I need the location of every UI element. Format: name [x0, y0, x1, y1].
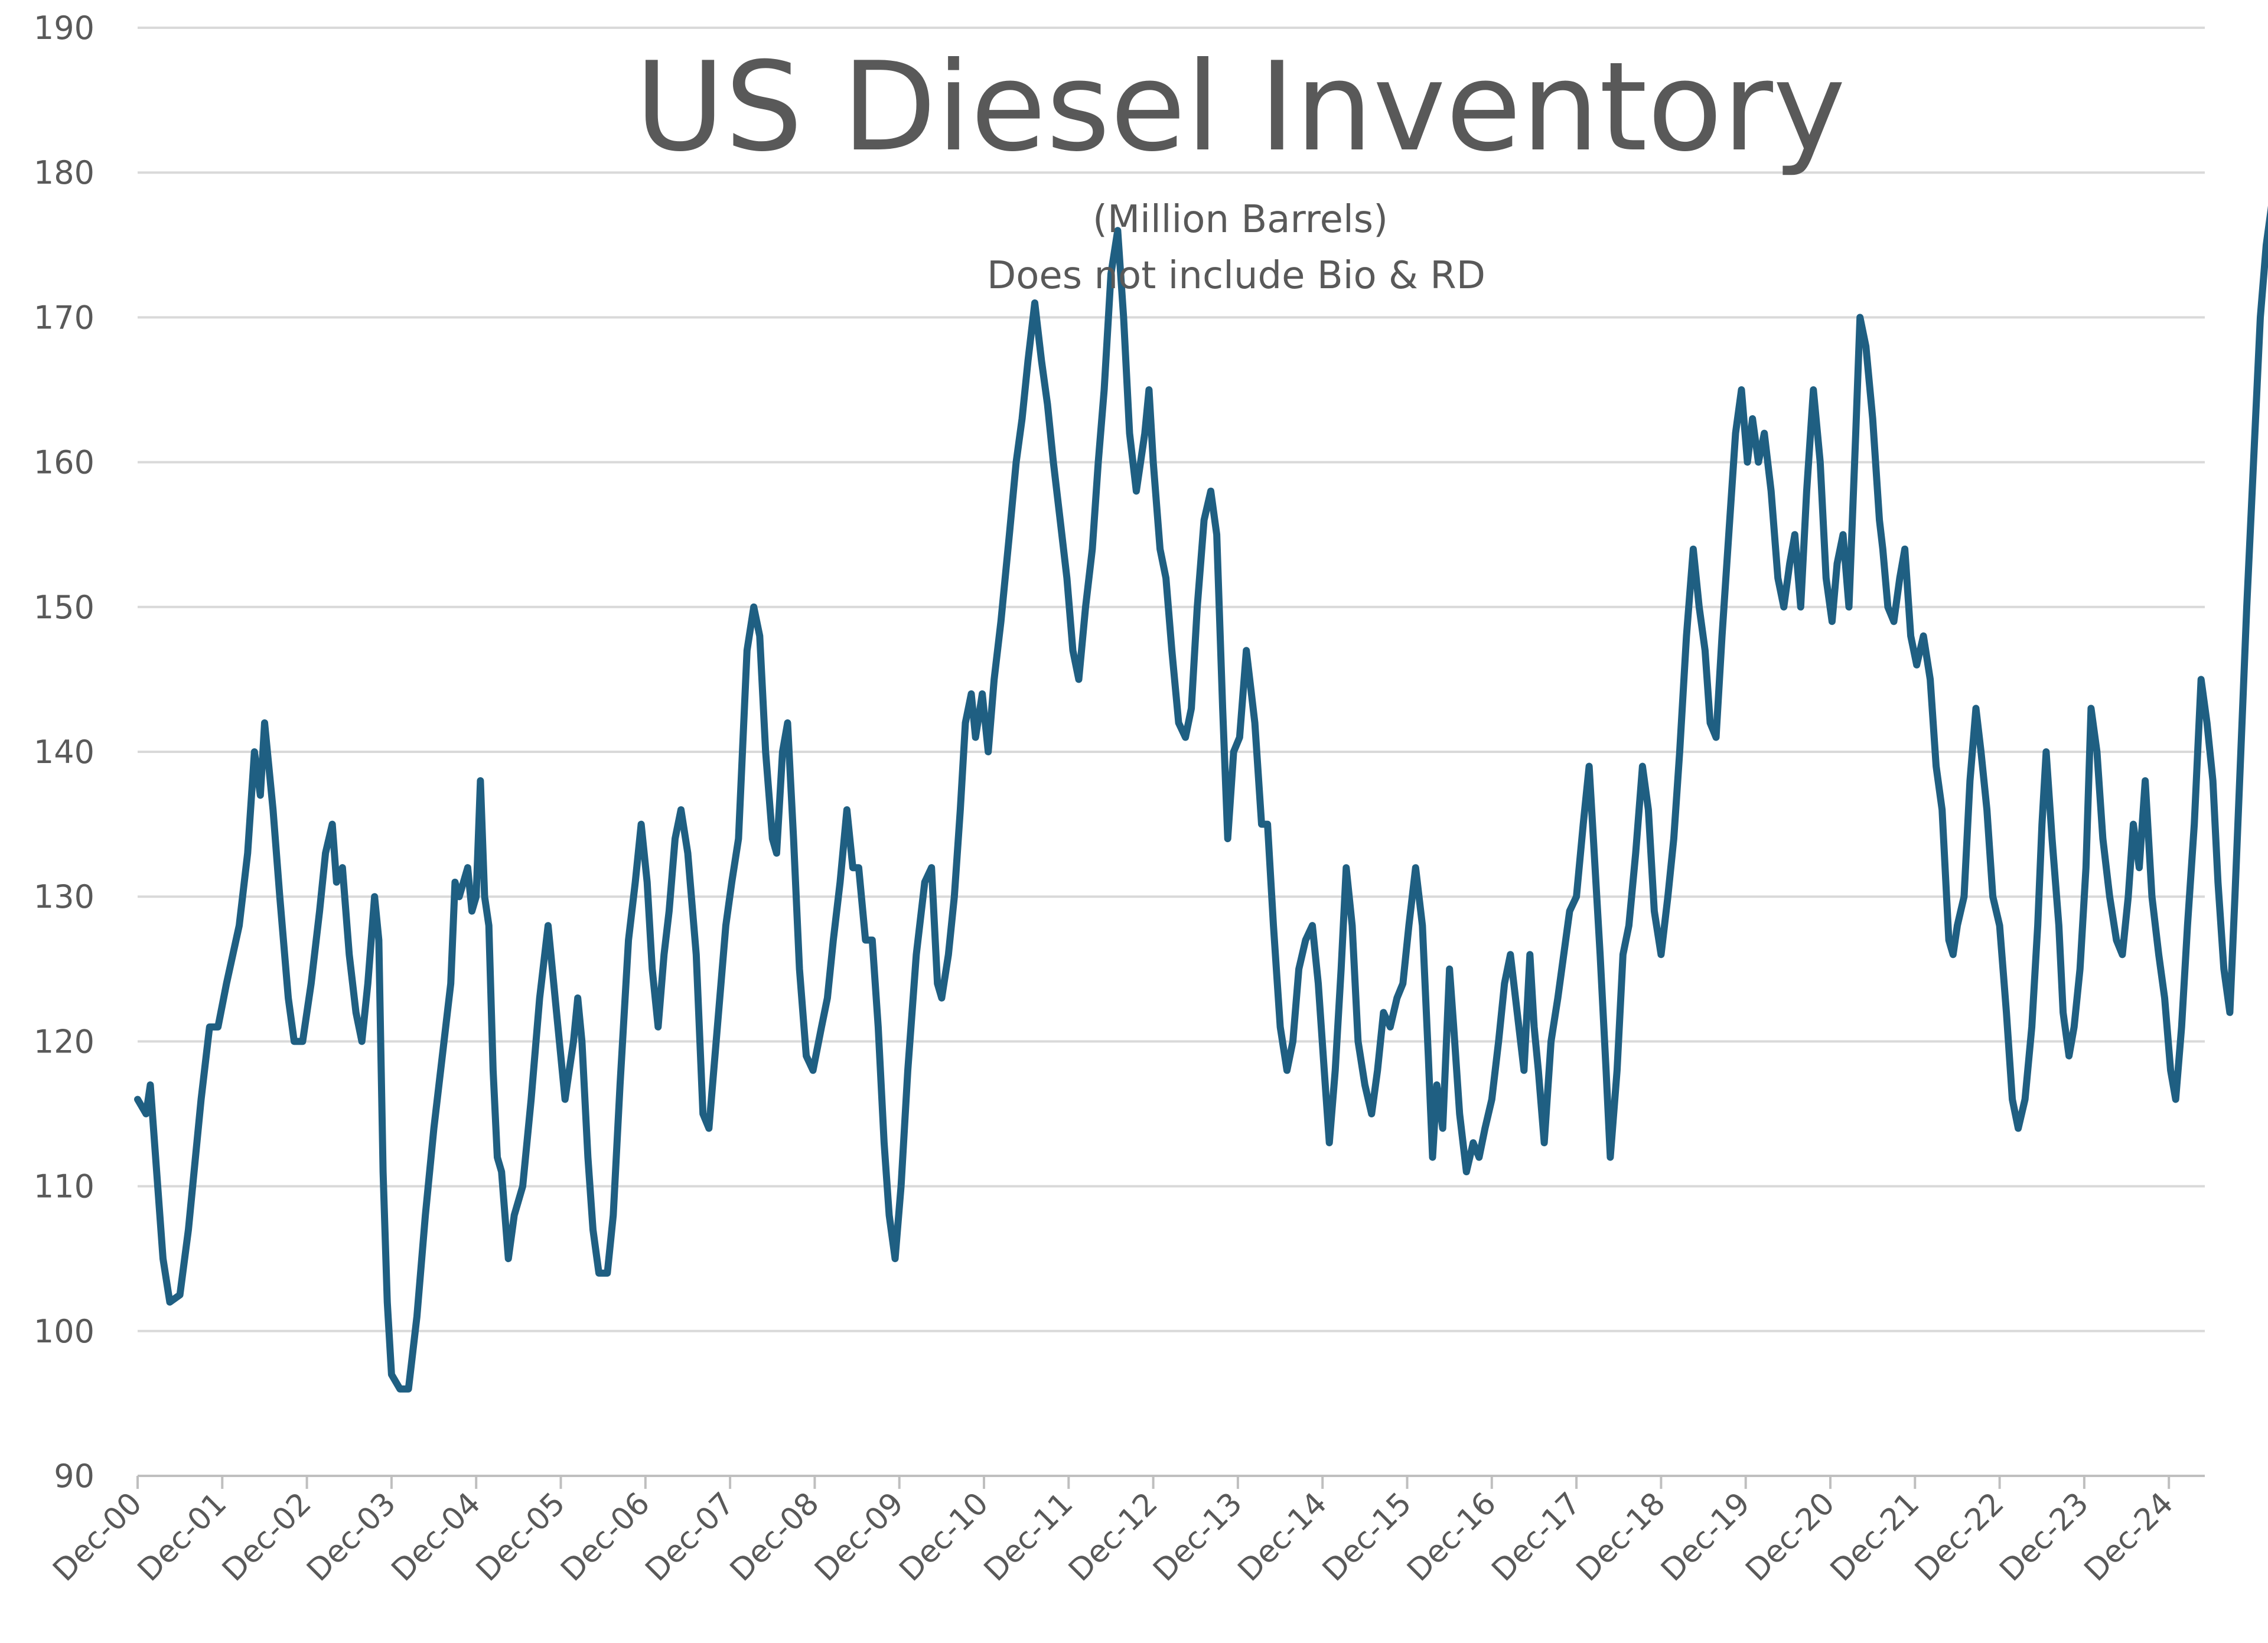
axes [136, 1475, 2205, 1489]
y-tick-label-100: 100 [34, 1313, 94, 1350]
series-line-0 [134, 206, 2268, 1393]
y-tick-label-110: 110 [34, 1168, 94, 1205]
y-tick-label-190: 190 [34, 9, 94, 47]
chart-subtitle-note: Does not include Bio & RD [987, 254, 1485, 298]
y-axis-ticks: 190 180 170 160 150 140 130 120 110 100 90 [34, 9, 94, 1495]
y-tick-label-160: 160 [34, 444, 94, 481]
y-tick-label-180: 180 [34, 154, 94, 191]
y-tick-label-130: 130 [34, 878, 94, 915]
series [134, 206, 2268, 1393]
y-tick-label-140: 140 [34, 734, 94, 771]
y-tick-label-90: 90 [54, 1458, 94, 1495]
y-tick-label-120: 120 [34, 1023, 94, 1060]
y-tick-label-150: 150 [34, 589, 94, 626]
chart-subtitle-units: (Million Barrels) [1093, 198, 1388, 242]
chart-title: US Diesel Inventory [635, 36, 1846, 179]
y-tick-label-170: 170 [34, 299, 94, 336]
